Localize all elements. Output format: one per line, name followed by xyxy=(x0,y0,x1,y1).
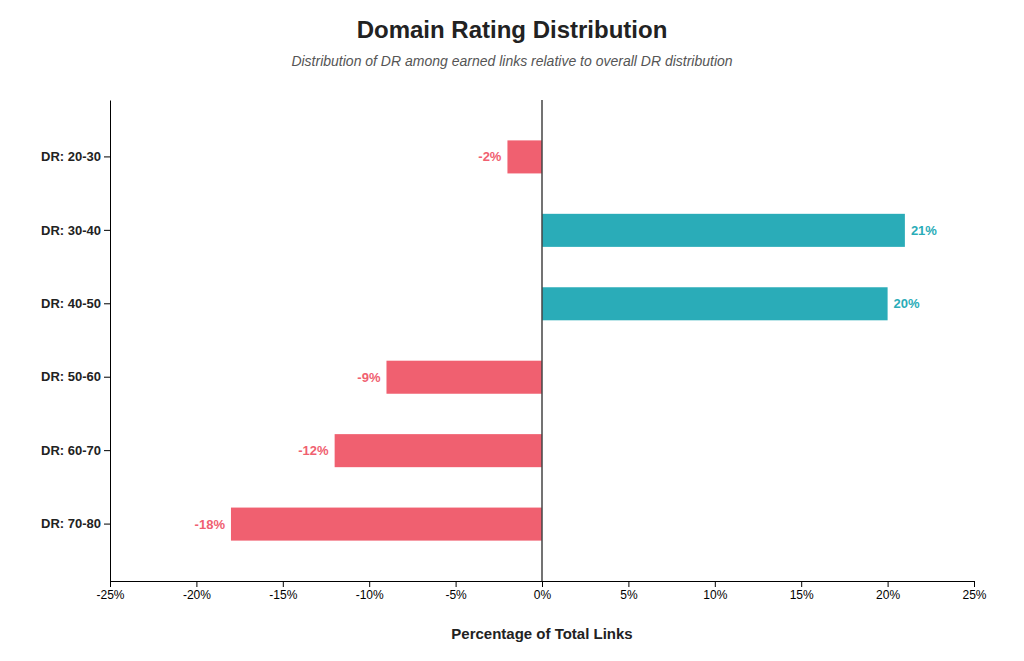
title: Domain Rating Distribution xyxy=(357,16,668,43)
y-tick-mark xyxy=(104,524,110,525)
bar xyxy=(335,434,542,467)
x-tick-label: 10% xyxy=(703,588,727,602)
x-tick-label: 0% xyxy=(534,588,552,602)
data-label: -12% xyxy=(298,443,329,458)
bar xyxy=(542,214,905,247)
y-axis: DR: 20-30 DR: 30-40 DR: 40-50 DR: 50-60 DR: … xyxy=(41,101,110,582)
x-tick-label: 25% xyxy=(962,588,986,602)
y-axis-line xyxy=(110,101,111,582)
x-tick-label: 15% xyxy=(790,588,814,602)
bar xyxy=(507,140,542,173)
chart-container: Domain Rating Distribution Distribution o… xyxy=(0,0,1024,661)
x-tick-mark xyxy=(542,581,543,587)
x-tick-label: -15% xyxy=(269,588,297,602)
x-tick: -5% xyxy=(445,581,467,602)
data-label: -9% xyxy=(357,370,381,385)
y-tick-mark xyxy=(104,450,110,451)
x-tick: 25% xyxy=(962,581,986,602)
y-tick-label: DR: 50-60 xyxy=(41,369,101,384)
y-tick-label: DR: 30-40 xyxy=(41,223,101,238)
chart-svg: Domain Rating Distribution Distribution o… xyxy=(0,0,1024,661)
x-axis-label: Percentage of Total Links xyxy=(451,625,632,642)
y-tick-mark xyxy=(104,377,110,378)
x-tick-mark xyxy=(888,581,889,587)
bar xyxy=(542,287,888,320)
y-tick-label: DR: 20-30 xyxy=(41,149,101,164)
y-tick: DR: 20-30 xyxy=(41,149,110,164)
x-tick: -10% xyxy=(356,581,384,602)
x-tick: -15% xyxy=(269,581,297,602)
x-tick: -25% xyxy=(96,581,124,602)
x-tick-label: -25% xyxy=(96,588,124,602)
y-tick-label: DR: 40-50 xyxy=(41,296,101,311)
x-tick-mark xyxy=(110,581,111,587)
bar xyxy=(231,508,542,541)
x-axis-line xyxy=(111,582,975,588)
y-tick: DR: 70-80 xyxy=(41,516,110,531)
x-tick: 20% xyxy=(876,581,900,602)
x-tick-label: -5% xyxy=(445,588,467,602)
x-tick: 0% xyxy=(534,581,552,602)
x-tick-mark xyxy=(456,581,457,587)
y-tick: DR: 60-70 xyxy=(41,443,110,458)
x-tick: 15% xyxy=(790,581,814,602)
data-label: 20% xyxy=(894,296,920,311)
y-tick: DR: 50-60 xyxy=(41,369,110,384)
x-tick-mark xyxy=(715,581,716,587)
data-label: -2% xyxy=(478,149,502,164)
y-tick: DR: 40-50 xyxy=(41,296,110,311)
x-tick-mark xyxy=(283,581,284,587)
x-tick-label: -20% xyxy=(183,588,211,602)
x-tick-mark xyxy=(369,581,370,587)
subtitle: Distribution of DR among earned links re… xyxy=(291,53,732,69)
y-tick-mark xyxy=(104,230,110,231)
x-tick-label: 20% xyxy=(876,588,900,602)
x-tick: -20% xyxy=(183,581,211,602)
y-tick-mark xyxy=(104,156,110,157)
data-label: 21% xyxy=(911,223,937,238)
plot-area: -25% -20% -15% -10% -5% 0% 5% 10% 15% 20% 25% DR: 2… xyxy=(41,100,987,602)
x-tick-mark xyxy=(801,581,802,587)
x-tick: 10% xyxy=(703,581,727,602)
x-tick-mark xyxy=(196,581,197,587)
x-tick-mark xyxy=(628,581,629,587)
y-tick-label: DR: 70-80 xyxy=(41,516,101,531)
zero-line xyxy=(541,100,543,581)
bar xyxy=(386,361,542,394)
x-axis: -25% -20% -15% -10% -5% 0% 5% 10% 15% 20% 25% xyxy=(96,581,986,602)
y-tick: DR: 30-40 xyxy=(41,223,110,238)
bars xyxy=(231,140,905,540)
y-tick-label: DR: 60-70 xyxy=(41,443,101,458)
x-tick-label: 5% xyxy=(620,588,638,602)
data-label: -18% xyxy=(195,517,226,532)
x-tick-mark xyxy=(974,581,975,587)
data-labels: -2% 21% 20% -9% -12% -18% xyxy=(195,149,938,531)
x-tick-label: -10% xyxy=(356,588,384,602)
y-tick-mark xyxy=(104,303,110,304)
x-tick: 5% xyxy=(620,581,638,602)
